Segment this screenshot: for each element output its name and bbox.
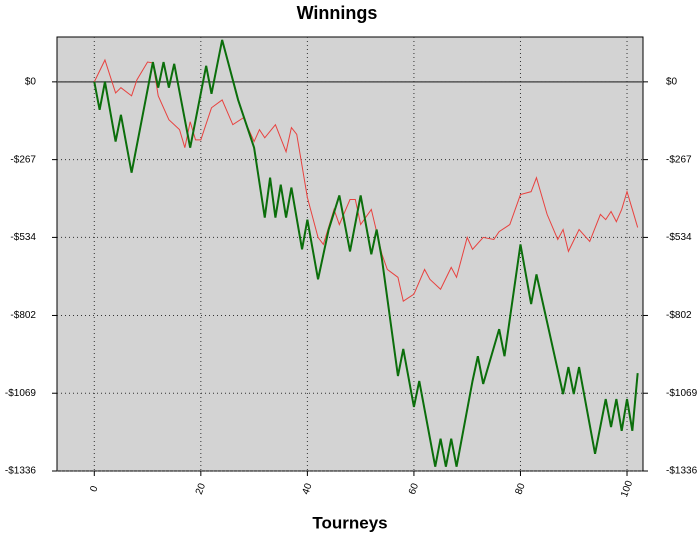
series-line <box>93 39 639 467</box>
y-tick-label: -$1069 <box>5 388 37 399</box>
y2-tick-label: -$1336 <box>666 466 698 477</box>
y2-tick-label: -$267 <box>666 154 692 165</box>
x-tick-label: 60 <box>407 482 421 497</box>
x-tick-label: 80 <box>514 482 528 497</box>
series-line <box>93 58 639 303</box>
y-tick-label: $0 <box>25 76 37 87</box>
x-tick-label: 0 <box>88 484 100 493</box>
plot-area <box>56 36 644 472</box>
y2-tick-label: -$534 <box>666 232 692 243</box>
x-tick-label: 20 <box>194 482 208 497</box>
x-axis-label: Tourneys <box>312 513 387 532</box>
x-tick-label: 40 <box>300 482 314 497</box>
y-tick-label: -$534 <box>10 232 36 243</box>
y-tick-label: -$267 <box>10 154 36 165</box>
y-tick-label: -$1336 <box>5 466 37 477</box>
chart-title: Winnings <box>297 3 378 23</box>
y-tick-label: -$802 <box>10 310 36 321</box>
y2-tick-label: -$1069 <box>666 388 698 399</box>
y2-tick-label: -$802 <box>666 310 692 321</box>
x-tick-label: 100 <box>619 479 635 499</box>
y2-tick-label: $0 <box>666 76 678 87</box>
